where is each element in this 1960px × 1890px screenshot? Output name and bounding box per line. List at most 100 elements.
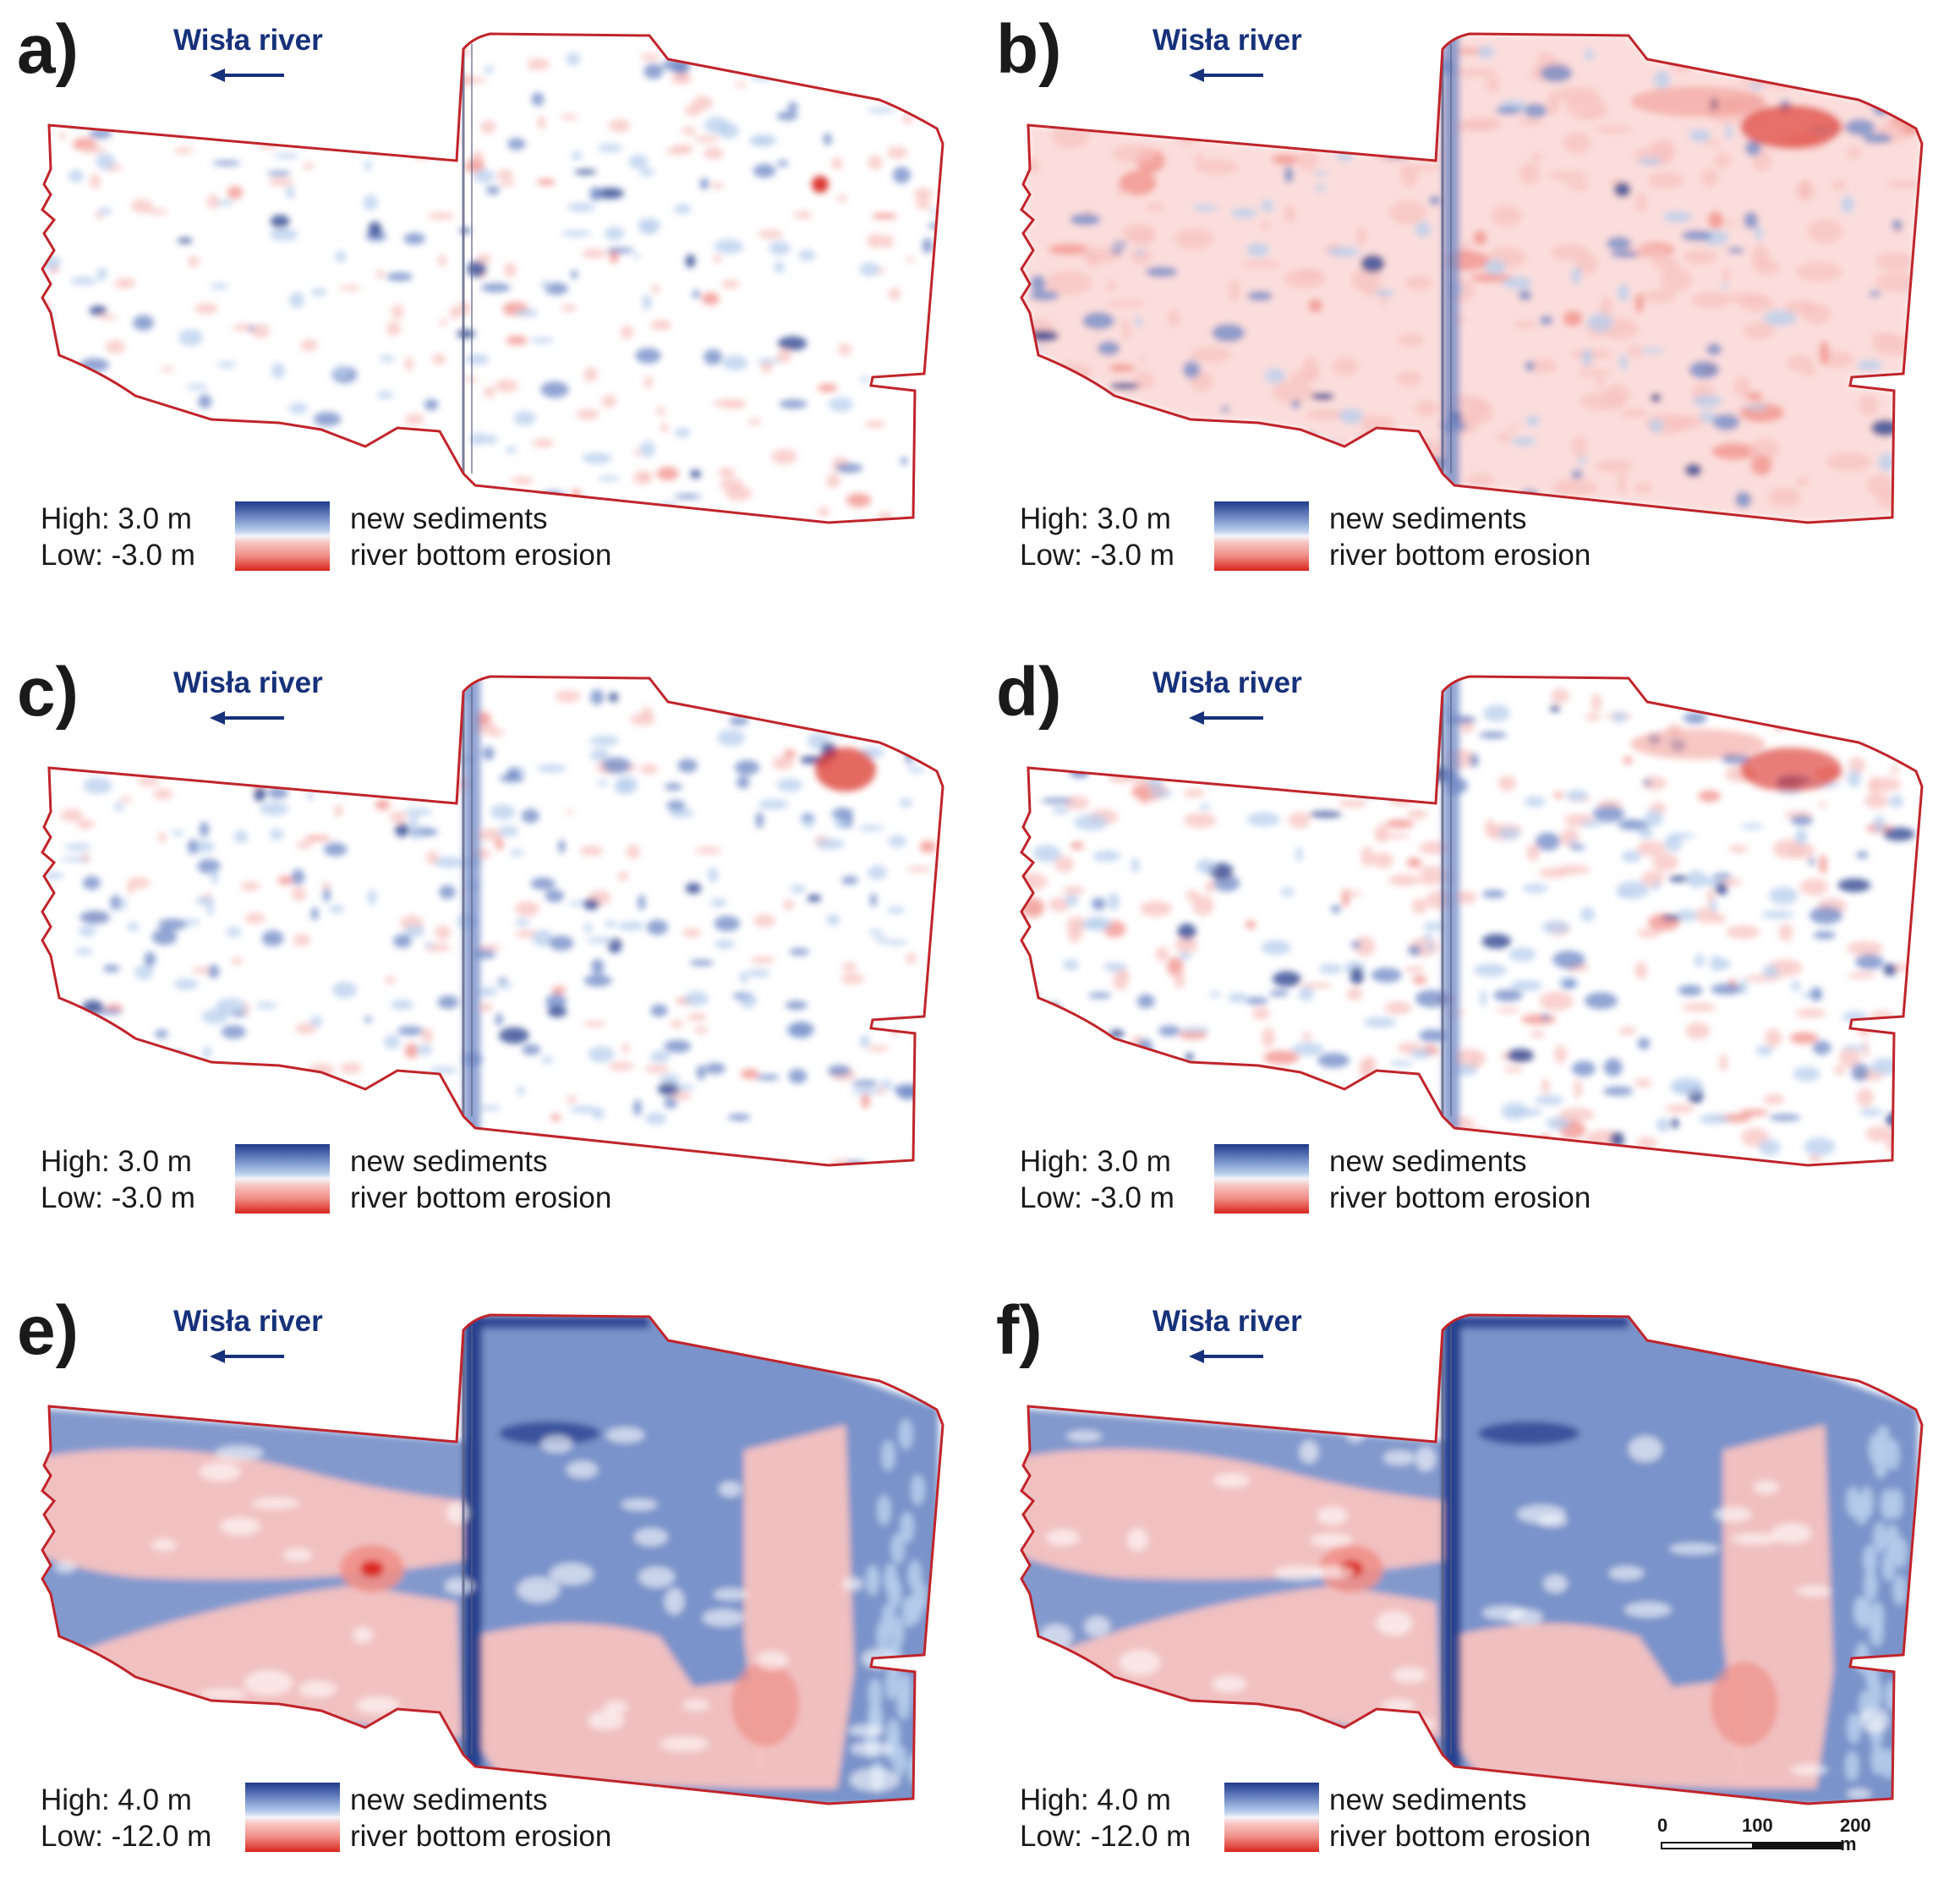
change-patch — [604, 227, 625, 241]
change-patch — [1333, 1750, 1373, 1767]
change-patch — [1483, 704, 1510, 722]
change-patch — [1231, 726, 1253, 742]
change-patch — [589, 748, 610, 761]
change-patch — [1082, 312, 1114, 330]
change-patch — [893, 1745, 907, 1776]
change-patch — [712, 255, 723, 263]
change-patch — [1545, 1117, 1571, 1130]
change-patch — [497, 825, 519, 837]
change-patch — [1034, 456, 1063, 464]
change-patch — [908, 1592, 923, 1624]
change-patch — [1863, 1544, 1877, 1575]
change-patch — [695, 846, 721, 855]
change-patch — [133, 315, 154, 331]
change-patch — [268, 786, 288, 799]
change-patch — [1891, 764, 1899, 775]
change-patch — [1744, 211, 1758, 229]
change-patch — [1478, 1422, 1579, 1445]
change-patch — [682, 928, 702, 938]
change-patch — [1121, 318, 1131, 340]
legend-erosion: river bottom erosion — [1329, 1181, 1591, 1214]
change-patch — [1305, 409, 1349, 420]
change-patch — [776, 778, 802, 792]
legend-new-sediments: new sediments — [350, 502, 548, 535]
change-patch — [1768, 886, 1798, 905]
change-patch — [1552, 792, 1564, 798]
change-patch — [1292, 1042, 1324, 1056]
change-patch — [643, 706, 653, 720]
river-label: Wisła river — [173, 666, 323, 699]
change-patch — [1388, 461, 1435, 482]
change-patch — [1418, 1029, 1447, 1043]
change-patch — [444, 49, 460, 58]
change-patch — [656, 406, 665, 416]
change-patch — [561, 230, 592, 237]
change-patch — [1690, 292, 1732, 309]
change-patch — [212, 160, 241, 167]
change-patch — [96, 737, 107, 744]
change-patch — [1172, 1078, 1195, 1097]
change-patch — [42, 102, 53, 118]
change-patch — [1763, 310, 1797, 326]
change-patch — [888, 835, 907, 847]
change-patch — [1477, 46, 1495, 59]
change-patch — [1628, 345, 1644, 359]
change-patch — [1809, 906, 1842, 925]
map-fill — [1021, 677, 1922, 1165]
change-patch — [69, 277, 98, 285]
change-patch — [673, 204, 692, 215]
panel-label: e) — [17, 1292, 79, 1369]
change-patch — [1021, 1000, 1037, 1011]
change-patch — [495, 1013, 503, 1027]
change-patch — [503, 262, 517, 277]
change-patch — [681, 127, 697, 135]
change-patch — [1530, 1030, 1545, 1038]
change-patch — [360, 1113, 386, 1120]
change-patch — [1571, 1060, 1596, 1076]
change-patch — [1120, 170, 1157, 195]
change-patch — [171, 1067, 193, 1083]
change-patch — [1584, 48, 1594, 61]
change-patch — [1494, 1007, 1521, 1013]
change-patch — [1712, 914, 1727, 924]
change-patch — [127, 922, 140, 932]
change-patch — [532, 438, 555, 448]
change-patch — [227, 185, 244, 200]
change-patch — [173, 1119, 190, 1127]
change-patch — [329, 905, 345, 913]
change-patch — [859, 1034, 870, 1049]
change-patch — [1507, 1049, 1535, 1063]
change-patch — [547, 1005, 567, 1018]
change-patch — [1396, 76, 1409, 85]
change-patch — [386, 272, 413, 282]
scale-segment-black — [1752, 1842, 1842, 1849]
change-patch — [1651, 256, 1679, 271]
change-patch — [700, 692, 709, 704]
change-patch — [536, 178, 556, 186]
change-patch — [1047, 363, 1092, 385]
change-patch — [495, 836, 504, 851]
change-patch — [1065, 894, 1079, 907]
change-patch — [1109, 382, 1140, 390]
change-patch — [1721, 283, 1729, 290]
change-patch — [1590, 693, 1602, 712]
legend-erosion: river bottom erosion — [350, 539, 612, 572]
change-patch — [199, 821, 210, 837]
change-patch — [841, 875, 859, 885]
legend-color-ramp — [235, 501, 330, 571]
change-patch — [1851, 1063, 1870, 1082]
change-patch — [1864, 1570, 1878, 1601]
change-patch — [57, 132, 67, 140]
change-patch — [259, 802, 289, 816]
change-patch — [788, 1068, 808, 1084]
change-patch — [1862, 133, 1892, 144]
change-patch — [200, 1688, 248, 1700]
change-patch — [834, 817, 847, 829]
change-patch — [1264, 1074, 1289, 1082]
change-patch — [178, 329, 203, 347]
change-patch — [638, 894, 646, 911]
change-patch — [1813, 930, 1836, 940]
change-patch — [1683, 712, 1707, 725]
change-patch — [650, 1004, 668, 1017]
change-patch — [817, 383, 838, 392]
